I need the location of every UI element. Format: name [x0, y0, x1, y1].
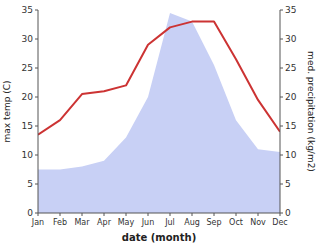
- x-tick-label: Mar: [74, 218, 90, 227]
- y-tick: [35, 68, 38, 69]
- x-tick-label: Feb: [53, 218, 67, 227]
- y2-tick-label: 20: [285, 92, 297, 102]
- y-tick-label: 0: [27, 208, 33, 218]
- chart-svg: 0 5 10 15 20 25 30 35 0 5 10 15 20 25 30 35 Jan Feb Mar Apr…: [0, 0, 318, 247]
- x-tick: [82, 213, 83, 216]
- x-tick: [148, 213, 149, 216]
- x-tick-label: Jul: [164, 218, 175, 227]
- y-tick-label: 30: [22, 34, 34, 44]
- y2-tick: [280, 97, 283, 98]
- x-tick-label: Nov: [250, 218, 266, 227]
- x-axis-line: [38, 213, 280, 214]
- x-tick-label: Jun: [141, 218, 155, 227]
- y2-tick-label: 15: [285, 121, 296, 131]
- y2-tick: [280, 126, 283, 127]
- y2-axis-line: [280, 10, 281, 213]
- y-axis-line: [38, 10, 39, 213]
- x-tick-label: Apr: [97, 218, 112, 227]
- y2-tick-label: 10: [285, 150, 297, 160]
- x-tick-label: Jan: [31, 218, 44, 227]
- y2-axis-label: med. precipitation (kg/m2): [306, 51, 316, 172]
- y2-tick-label: 35: [285, 5, 296, 15]
- y-tick: [35, 184, 38, 185]
- y2-tick: [280, 68, 283, 69]
- x-tick: [104, 213, 105, 216]
- chart-container: 0 5 10 15 20 25 30 35 0 5 10 15 20 25 30 35 Jan Feb Mar Apr…: [0, 0, 318, 247]
- x-tick-label: Sep: [206, 218, 221, 227]
- y2-tick: [280, 39, 283, 40]
- y-tick: [35, 39, 38, 40]
- x-tick: [60, 213, 61, 216]
- x-tick-label: Oct: [229, 218, 243, 227]
- x-tick-label: Dec: [272, 218, 287, 227]
- x-tick: [280, 213, 281, 216]
- y-axis-label: max temp (C): [2, 80, 12, 142]
- x-tick-label: Aug: [184, 218, 200, 227]
- y-tick: [35, 97, 38, 98]
- y2-tick: [280, 184, 283, 185]
- y2-tick-label: 5: [285, 179, 291, 189]
- plot-area: [38, 13, 280, 213]
- y2-tick-label: 25: [285, 63, 296, 73]
- y-tick: [35, 155, 38, 156]
- x-tick: [236, 213, 237, 216]
- x-tick: [192, 213, 193, 216]
- y2-tick-label: 30: [285, 34, 297, 44]
- x-tick-label: May: [118, 218, 135, 227]
- y-tick-label: 10: [22, 150, 34, 160]
- x-tick: [170, 213, 171, 216]
- y-tick: [35, 10, 38, 11]
- x-tick: [214, 213, 215, 216]
- y-tick-label: 20: [22, 92, 34, 102]
- y-tick-label: 25: [22, 63, 33, 73]
- temp-line: [38, 22, 280, 135]
- precip-area: [38, 13, 280, 213]
- y2-tick: [280, 10, 283, 11]
- y-tick-label: 35: [22, 5, 33, 15]
- y-tick-label: 15: [22, 121, 33, 131]
- x-tick: [258, 213, 259, 216]
- x-axis-label: date (month): [122, 232, 196, 243]
- y-tick-label: 5: [27, 179, 33, 189]
- x-tick: [38, 213, 39, 216]
- y2-tick-label: 0: [285, 208, 291, 218]
- y-tick: [35, 126, 38, 127]
- x-tick: [126, 213, 127, 216]
- y2-tick: [280, 155, 283, 156]
